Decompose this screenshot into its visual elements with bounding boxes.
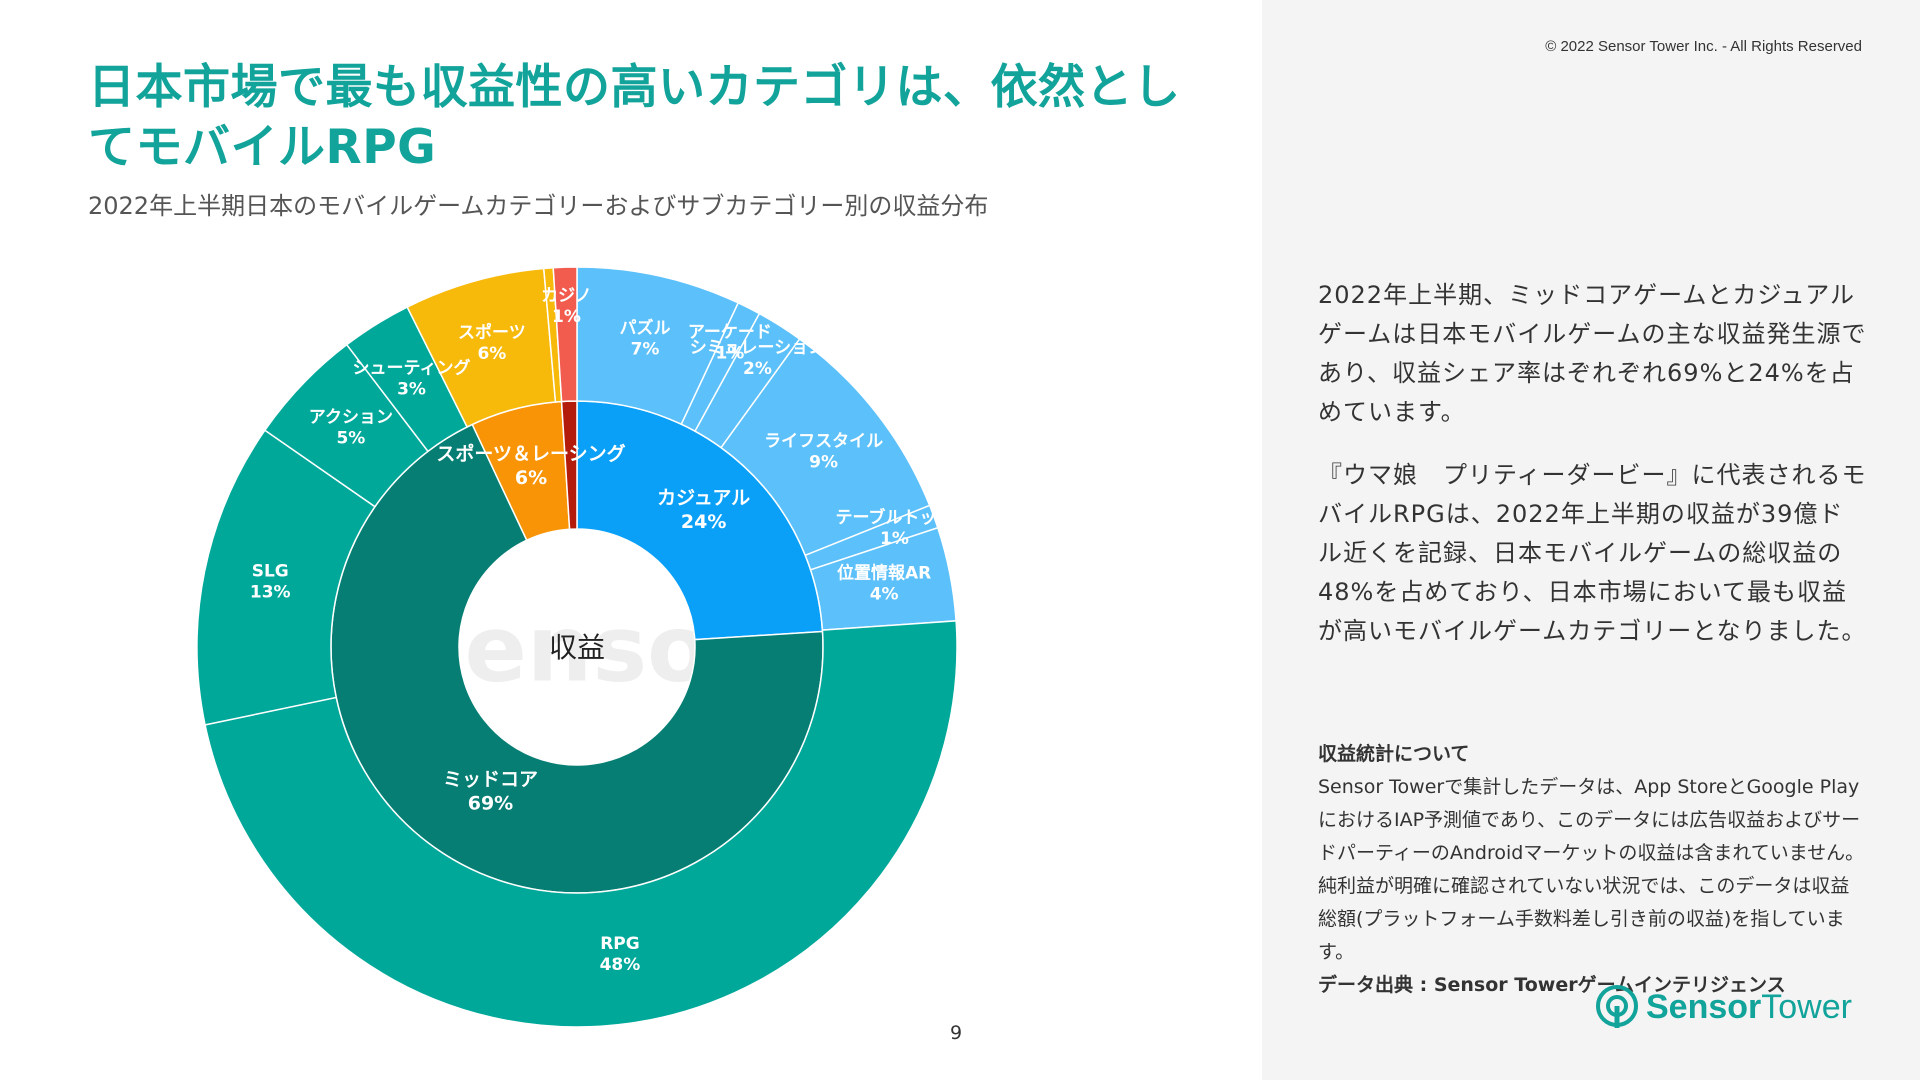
logo-text: SensorTower [1646,988,1852,1027]
right-panel [1262,0,1920,1080]
outer-label-value: 3% [397,379,426,399]
outer-label-value: 9% [809,452,838,472]
outer-label-value: 1% [552,307,581,327]
inner-label-value: 6% [515,467,547,489]
inner-label-value: 24% [681,511,726,533]
outer-label-value: 1% [880,529,909,549]
inner-label-name: ミッドコア [443,768,538,790]
outer-label-アクション-8: アクション 5% [309,408,393,449]
outer-label-value: 48% [600,955,641,975]
chart-subtitle: 2022年上半期日本のモバイルゲームカテゴリーおよびサブカテゴリー別の収益分布 [88,192,989,220]
outer-label-name: シミュレーション [690,338,825,358]
logo-text-bold: Sensor [1646,987,1762,1026]
page-number: 9 [950,1022,963,1044]
outer-label-name: SLG [252,562,289,582]
outer-label-value: 2% [743,359,772,379]
data-source: データ出典 : Sensor Towerゲームインテリジェンス [1318,974,1786,996]
center-label: 収益 [549,631,605,664]
outer-slice-RPG-6 [204,620,958,1028]
outer-slice-カジノ-12 [552,266,578,403]
about-title: 収益統計について [1318,743,1470,765]
about-body: Sensor Towerで集計したデータは、App StoreとGoogle P… [1318,776,1865,963]
inner-label-name: スポーツ＆レーシング [436,442,625,465]
outer-label-アーケード-1: アーケード 1% [688,323,772,364]
outer-label-シミュレーション-2: シミュレーション 2% [690,338,825,379]
inner-label-スポーツ＆レーシング-2: スポーツ＆レーシング 6% [436,442,625,489]
outer-label-value: 7% [631,339,660,359]
sensor-tower-logo: SensorTower [1594,984,1852,1030]
logo-text-regular: Tower [1761,987,1852,1026]
outer-label-RPG-6: RPG 48% [600,934,641,975]
outer-label-パズル-0: パズル 7% [620,317,671,359]
outer-label-name: パズル [620,317,671,338]
outer-label-name: シューティング [353,357,471,378]
outer-label-name: アーケード [688,323,772,343]
outer-label-SLG-7: SLG 13% [250,562,291,603]
outer-label-value: 4% [870,585,899,605]
page-title: 日本市場で最も収益性の高いカテゴリは、依然としてモバイルRPG [88,60,1181,175]
outer-label-value: 1% [715,344,744,364]
outer-label-name: RPG [600,934,640,954]
inner-label-name: カジュアル [657,487,750,509]
outer-label-value: 13% [250,583,291,603]
paragraph-2: 『ウマ娘 プリティーダービー』に代表されるモバイルRPGは、2022年上半期の収… [1318,461,1867,645]
paragraph-1: 2022年上半期、ミッドコアゲームとカジュアルゲームは日本モバイルゲームの主な収… [1318,281,1867,426]
outer-label-name: ライフスタイル [764,431,883,451]
inner-label-value: 69% [468,792,513,814]
about-section: 収益統計について Sensor Towerで集計したデータは、App Store… [1318,738,1868,1002]
inner-label-ミッドコア-1: ミッドコア 69% [443,768,538,814]
outer-label-テーブルトップ-4: テーブルトップ 1% [835,507,954,549]
outer-label-ライフスタイル-3: ライフスタイル 9% [764,431,883,472]
outer-label-name: 位置情報AR [837,563,931,584]
outer-label-name: アクション [309,408,393,428]
outer-label-name: カジノ [541,286,592,306]
outer-label-カジノ-12: カジノ 1% [541,286,592,327]
outer-label-value: 5% [336,429,365,449]
outer-label-位置情報AR-5: 位置情報AR 4% [837,563,931,605]
outer-label-value: 6% [477,344,506,364]
outer-label-name: スポーツ [458,322,526,343]
outer-label-name: テーブルトップ [835,507,954,528]
copyright: © 2022 Sensor Tower Inc. - All Rights Re… [1545,38,1862,55]
inner-label-カジュアル-0: カジュアル 24% [657,487,750,533]
outer-label-シューティング-9: シューティング 3% [353,357,471,399]
sensor-tower-logo-icon [1596,985,1638,1028]
outer-label-スポーツ-10: スポーツ 6% [458,322,526,364]
